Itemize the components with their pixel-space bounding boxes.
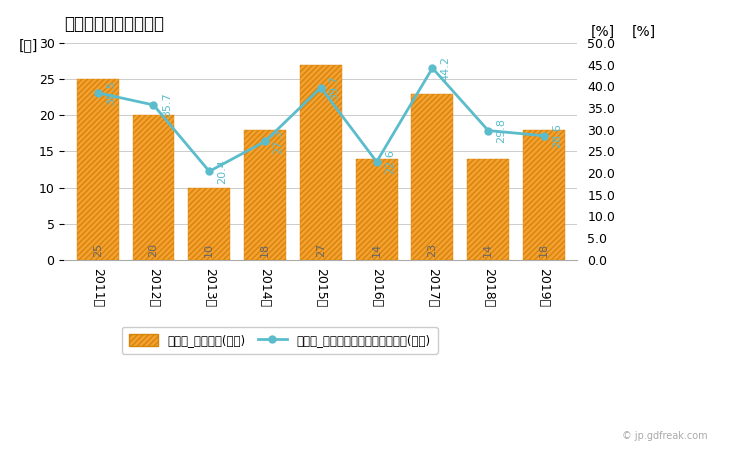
Text: 産業用建築物数の推移: 産業用建築物数の推移 bbox=[64, 15, 164, 33]
Text: 38.5: 38.5 bbox=[106, 81, 116, 105]
Bar bbox=[356, 158, 397, 260]
Bar bbox=[523, 130, 565, 260]
Text: 14: 14 bbox=[483, 243, 494, 257]
Y-axis label: [棟]: [棟] bbox=[19, 39, 38, 53]
Text: 20: 20 bbox=[149, 243, 158, 257]
Text: 27.3: 27.3 bbox=[273, 129, 284, 154]
Bar bbox=[133, 115, 174, 260]
Text: 35.7: 35.7 bbox=[162, 93, 172, 117]
Text: 18: 18 bbox=[260, 243, 270, 257]
Text: 25: 25 bbox=[93, 243, 103, 257]
Text: 14: 14 bbox=[372, 243, 382, 257]
Text: 22.6: 22.6 bbox=[385, 149, 395, 174]
Text: 23: 23 bbox=[427, 243, 437, 257]
Text: 10: 10 bbox=[204, 243, 214, 257]
Text: 18: 18 bbox=[539, 243, 549, 257]
Y-axis label: [%]: [%] bbox=[591, 25, 615, 39]
Bar bbox=[244, 130, 286, 260]
Text: 29.8: 29.8 bbox=[496, 118, 507, 143]
Bar bbox=[188, 188, 230, 260]
Bar bbox=[300, 65, 342, 260]
Bar bbox=[467, 158, 509, 260]
Text: 28.6: 28.6 bbox=[553, 123, 562, 148]
Text: 27: 27 bbox=[316, 243, 326, 257]
Legend: 産業用_建築物数(左軸), 産業用_全建築物数にしめるシェア(右軸): 産業用_建築物数(左軸), 産業用_全建築物数にしめるシェア(右軸) bbox=[122, 327, 438, 354]
Y-axis label: [%]: [%] bbox=[632, 25, 656, 39]
Bar bbox=[411, 94, 453, 260]
Bar bbox=[77, 79, 119, 260]
Text: © jp.gdfreak.com: © jp.gdfreak.com bbox=[622, 431, 707, 441]
Text: 44.2: 44.2 bbox=[441, 55, 451, 81]
Text: 20.4: 20.4 bbox=[218, 159, 227, 184]
Text: 39.7: 39.7 bbox=[330, 75, 339, 100]
